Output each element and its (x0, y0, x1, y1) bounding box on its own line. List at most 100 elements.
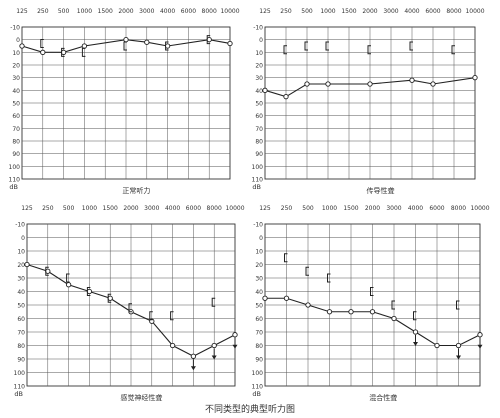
x-tick-label: 6000 (429, 205, 444, 212)
y-tick-label: 30 (12, 75, 20, 82)
air-conduction-point (262, 295, 268, 301)
y-tick-label: 50 (12, 101, 20, 108)
bone-conduction-point (451, 45, 455, 55)
x-tick-label: 1000 (322, 205, 337, 212)
bone-conduction-point (284, 253, 288, 263)
air-conduction-line (264, 77, 476, 98)
y-tick-label: 50 (255, 303, 263, 310)
y-tick-label: 40 (255, 289, 263, 296)
y-tick-label: 30 (17, 276, 25, 283)
x-tick-label: 250 (42, 205, 54, 212)
y-tick-label: 70 (12, 126, 20, 133)
air-conduction-point (232, 332, 238, 338)
bone-conduction-point (86, 287, 91, 296)
air-conduction-point (412, 329, 419, 335)
y-tick-label: 70 (17, 330, 25, 337)
bone-conduction-point (456, 300, 460, 310)
y-tick-label: 50 (17, 303, 25, 310)
y-tick-label: 10 (17, 249, 25, 256)
y-tick-label: 80 (255, 139, 263, 146)
no-response-arrowhead (232, 344, 238, 349)
air-conduction-point (123, 37, 129, 43)
no-response-arrowhead (477, 344, 483, 349)
air-conduction-point (190, 353, 197, 359)
x-tick-label: 1500 (343, 205, 358, 212)
x-tick-label: 4000 (408, 205, 423, 212)
y-tick-label: 100 (9, 164, 21, 171)
air-conduction-point (304, 81, 310, 87)
y-tick-label: 0 (16, 37, 20, 44)
air-conduction-point (325, 81, 331, 87)
y-tick-label: 40 (17, 289, 25, 296)
x-tick-label: 1000 (77, 8, 92, 15)
y-tick-label: 10 (255, 50, 263, 57)
y-tick-label: 110 (9, 177, 21, 184)
air-conduction-point (283, 94, 289, 100)
x-tick-label: 10000 (225, 205, 244, 212)
y-tick-label: 90 (12, 151, 20, 158)
air-conduction-point (169, 342, 176, 349)
bone-conduction-point (409, 41, 413, 51)
x-tick-label: 3000 (139, 8, 154, 15)
air-conduction-point (19, 43, 25, 49)
y-tick-label: 0 (21, 235, 25, 242)
x-tick-label: 500 (58, 8, 70, 15)
air-conduction-point (369, 309, 376, 315)
y-tick-label: 0 (259, 37, 263, 44)
x-tick-label: 500 (301, 8, 313, 15)
x-tick-label: 6000 (181, 8, 196, 15)
y-tick-label: 60 (255, 113, 263, 120)
bone-conduction-point (283, 45, 287, 55)
y-tick-label: 40 (12, 88, 20, 95)
bone-conduction-point (149, 311, 153, 321)
y-tick-label: 110 (252, 384, 264, 391)
x-tick-label: 1000 (82, 205, 97, 212)
x-tick-label: 1500 (341, 8, 356, 15)
y-tick-label: 40 (255, 88, 263, 95)
y-tick-label: 30 (255, 75, 263, 82)
x-tick-label: 6000 (186, 205, 201, 212)
x-tick-label: 10000 (465, 8, 484, 15)
bone-conduction-point (61, 47, 65, 57)
no-response-arrowhead (190, 366, 196, 371)
x-tick-label: 250 (37, 8, 49, 15)
bone-conduction-point (304, 41, 308, 51)
x-tick-label: 500 (302, 205, 314, 212)
x-tick-label: 8000 (451, 205, 466, 212)
air-conduction-point (262, 87, 268, 93)
x-tick-label: 4000 (160, 8, 175, 15)
x-tick-label: 250 (281, 205, 293, 212)
no-response-arrowhead (456, 355, 461, 360)
bone-conduction-point (325, 41, 329, 51)
y-tick-label: 90 (255, 151, 263, 158)
y-tick-label: 110 (252, 177, 264, 184)
x-tick-label: 1500 (103, 205, 118, 212)
bone-conduction-point (370, 287, 374, 296)
panel-title: 正常听力 (122, 186, 150, 195)
bone-conduction-point (206, 35, 211, 45)
y-tick-label: 90 (17, 357, 25, 364)
air-conduction-point (477, 332, 483, 338)
y-tick-label: 10 (12, 50, 20, 57)
air-conduction-point (144, 39, 150, 45)
y-tick-label: 60 (17, 316, 25, 323)
air-conduction-point (283, 295, 290, 301)
y-tick-label: 110 (14, 384, 26, 391)
air-conduction-point (409, 77, 415, 83)
x-tick-label: 4000 (404, 8, 419, 15)
y-axis-label: dB (9, 183, 18, 191)
bone-conduction-point (128, 303, 132, 313)
x-tick-label: 500 (63, 205, 75, 212)
air-conduction-point (211, 342, 217, 349)
x-tick-label: 125 (259, 205, 271, 212)
x-tick-label: 125 (16, 8, 28, 15)
y-axis-label: dB (14, 390, 23, 398)
x-tick-label: 2000 (118, 8, 133, 15)
y-axis-label: dB (252, 390, 261, 398)
y-tick-label: 100 (14, 370, 26, 377)
x-tick-label: 1000 (320, 8, 335, 15)
y-tick-label: 80 (12, 139, 20, 146)
air-conduction-point (40, 49, 46, 55)
x-tick-label: 3000 (383, 8, 398, 15)
